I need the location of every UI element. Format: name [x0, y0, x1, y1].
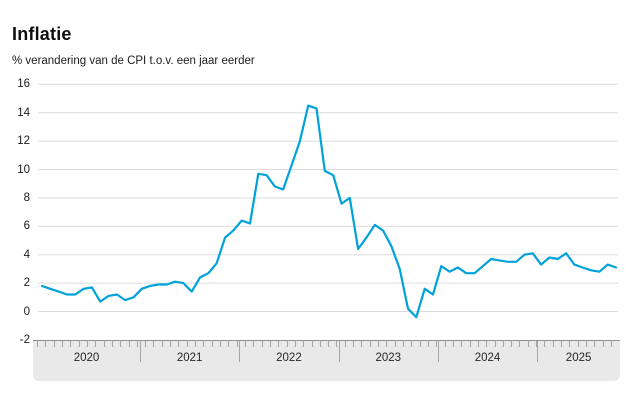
month-tick	[586, 341, 588, 347]
month-tick	[519, 341, 521, 347]
month-tick	[536, 341, 538, 347]
month-tick	[236, 341, 238, 347]
month-tick	[203, 341, 205, 347]
y-axis-label: 12	[17, 135, 30, 148]
year-separator	[239, 341, 241, 362]
month-tick	[594, 341, 596, 347]
month-tick	[145, 341, 147, 347]
month-tick	[253, 341, 255, 347]
year-separator	[437, 341, 439, 362]
month-tick	[577, 341, 579, 347]
month-tick	[294, 341, 296, 347]
y-axis-label: 0	[23, 305, 30, 318]
month-tick	[61, 341, 63, 347]
month-tick	[269, 341, 271, 347]
month-tick	[70, 341, 72, 347]
month-tick	[527, 341, 529, 347]
month-tick	[95, 341, 97, 347]
month-tick	[494, 341, 496, 347]
month-tick	[128, 341, 130, 347]
month-tick	[103, 341, 105, 347]
month-tick	[86, 341, 88, 347]
month-tick	[186, 341, 188, 347]
chart-title: Inflatie	[12, 24, 72, 44]
y-axis-label: 10	[17, 163, 30, 176]
month-tick	[111, 341, 113, 347]
month-tick	[361, 341, 363, 347]
x-axis-year-label: 2021	[176, 352, 203, 364]
x-axis-band: 2020 2021 2022 2023 2024 2025	[33, 340, 620, 381]
month-tick	[244, 341, 246, 347]
month-tick	[120, 341, 122, 347]
month-tick	[610, 341, 612, 347]
month-tick	[502, 341, 504, 347]
month-tick	[602, 341, 604, 347]
year-separator	[140, 341, 141, 362]
month-tick	[452, 341, 454, 347]
month-tick	[469, 341, 471, 347]
chart-subtitle: % verandering van de CPI t.o.v. een jaar…	[12, 55, 255, 67]
month-tick	[544, 341, 546, 347]
y-axis-label: 6	[23, 220, 30, 233]
x-axis-year-label: 2022	[276, 352, 302, 364]
x-axis-year-label: 2020	[73, 352, 100, 364]
month-tick	[444, 341, 446, 347]
month-tick	[161, 341, 163, 347]
month-tick	[411, 341, 413, 347]
y-axis-label: 8	[23, 191, 30, 204]
month-tick	[511, 341, 513, 347]
month-tick	[261, 341, 263, 347]
month-tick	[228, 341, 230, 347]
month-tick	[170, 341, 172, 347]
y-axis-label: 14	[17, 106, 30, 119]
month-tick	[477, 341, 479, 347]
month-tick	[336, 341, 338, 347]
month-tick	[386, 341, 388, 347]
month-tick	[436, 341, 438, 347]
month-tick	[427, 341, 429, 347]
month-tick	[153, 341, 155, 347]
month-tick	[195, 341, 197, 347]
x-axis-year-label: 2023	[375, 352, 402, 364]
month-tick	[278, 341, 280, 347]
month-tick	[178, 341, 180, 347]
month-tick	[344, 341, 346, 347]
inflation-line	[40, 104, 618, 319]
month-tick	[286, 341, 288, 347]
x-axis-year-label: 2025	[565, 352, 592, 364]
month-tick	[378, 341, 380, 347]
month-tick	[561, 341, 563, 347]
month-tick	[328, 341, 330, 347]
month-tick	[486, 341, 488, 347]
month-tick	[569, 341, 571, 347]
month-tick	[394, 341, 396, 347]
year-separator	[537, 341, 539, 362]
month-tick	[419, 341, 421, 347]
month-tick	[552, 341, 554, 347]
x-axis-year-label: 2024	[474, 352, 501, 364]
month-tick	[303, 341, 305, 347]
y-axis-label: -2	[19, 333, 30, 346]
month-tick	[78, 341, 80, 347]
month-tick	[311, 341, 313, 347]
month-tick	[37, 341, 38, 347]
y-axis-label: 2	[23, 277, 30, 290]
month-tick	[319, 341, 321, 347]
month-tick	[211, 341, 213, 347]
month-tick	[403, 341, 405, 347]
month-tick	[136, 341, 138, 347]
month-tick	[369, 341, 371, 347]
month-tick	[353, 341, 355, 347]
y-axis-label: 16	[17, 78, 30, 91]
month-tick	[461, 341, 463, 347]
month-tick	[45, 341, 47, 347]
y-axis-label: 4	[23, 248, 30, 261]
month-tick	[220, 341, 221, 347]
month-tick	[53, 341, 55, 347]
year-separator	[338, 341, 340, 362]
